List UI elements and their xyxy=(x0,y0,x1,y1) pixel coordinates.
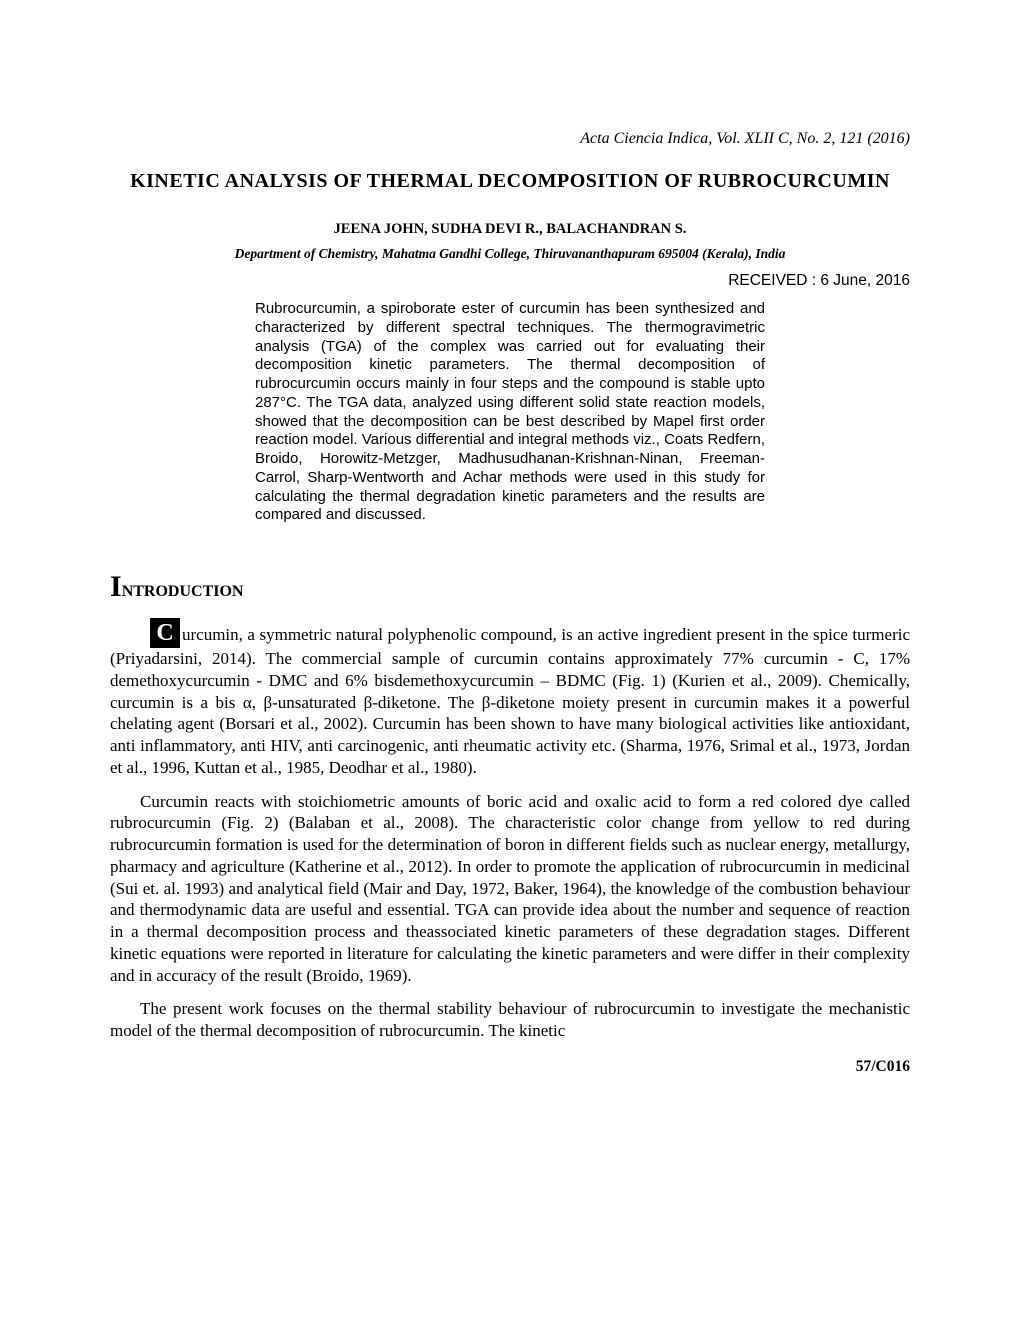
paragraph-1: Curcumin, a symmetric natural polyphenol… xyxy=(110,618,910,779)
section-heading-first-letter: I xyxy=(110,570,122,603)
dropcap-letter: C xyxy=(150,618,180,648)
footer-code: 57/C016 xyxy=(110,1058,910,1076)
paragraph-2: Curcumin reacts with stoichiometric amou… xyxy=(110,791,910,987)
authors-line: JEENA JOHN, SUDHA DEVI R., BALACHANDRAN … xyxy=(110,221,910,238)
journal-header: Acta Ciencia Indica, Vol. XLII C, No. 2,… xyxy=(110,130,910,148)
affiliation-line: Department of Chemistry, Mahatma Gandhi … xyxy=(110,246,910,262)
abstract-text: Rubrocurcumin, a spiroborate ester of cu… xyxy=(255,300,765,525)
page-container: Acta Ciencia Indica, Vol. XLII C, No. 2,… xyxy=(0,0,1020,1136)
section-heading-rest: ntroduction xyxy=(122,576,244,601)
paper-title: KINETIC ANALYSIS OF THERMAL DECOMPOSITIO… xyxy=(110,170,910,193)
paragraph-1-text: urcumin, a symmetric natural polyphenoli… xyxy=(110,625,910,777)
section-heading-introduction: Introduction xyxy=(110,570,910,604)
paragraph-3: The present work focuses on the thermal … xyxy=(110,998,910,1042)
received-date: RECEIVED : 6 June, 2016 xyxy=(110,272,910,290)
